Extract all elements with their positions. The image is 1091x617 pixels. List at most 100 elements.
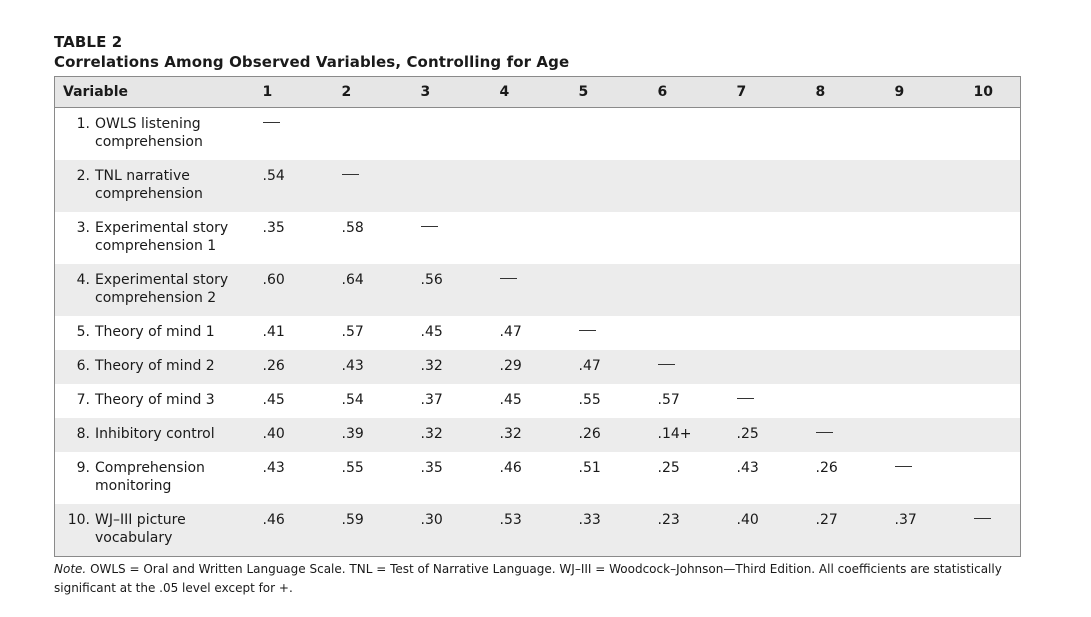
variable-name-line: Inhibitory control: [95, 426, 215, 442]
variable-name: Experimental story comprehension 2: [90, 271, 228, 307]
correlation-value: .46: [262, 512, 285, 528]
value-cell: [338, 108, 417, 161]
variable-name-line: monitoring: [95, 478, 172, 494]
variable-cell: 9. Comprehension monitoring: [55, 452, 259, 504]
variable-name-line: comprehension: [95, 186, 203, 202]
correlation-value: .54: [341, 392, 364, 408]
value-cell: [969, 160, 1021, 212]
value-cell: [733, 316, 812, 350]
correlation-value: .40: [262, 426, 285, 442]
variable-name: Theory of mind 2: [90, 357, 215, 375]
value-cell: [891, 108, 970, 161]
diagonal-dash: [578, 329, 596, 331]
variable-name: WJ–III picture vocabulary: [90, 511, 186, 547]
correlation-value: .56: [420, 272, 443, 288]
table-row: 4. Experimental story comprehension 2 .60 .6…: [54, 264, 1021, 316]
value-cell: [891, 452, 970, 504]
variable-name-line: Theory of mind 1: [95, 324, 215, 340]
variable-cell: 3. Experimental story comprehension 1: [55, 212, 259, 264]
value-cell: .43: [337, 350, 417, 384]
correlation-value: .29: [499, 358, 522, 374]
value-cell: .45: [417, 316, 496, 350]
variable-number: 1.: [76, 116, 90, 132]
table-row: 10. WJ–III picture vocabulary .46 .59 .30 .53.…: [54, 504, 1021, 557]
diagonal-dash: [341, 173, 359, 175]
diagonal-dash: [815, 431, 833, 433]
value-cell: [970, 452, 1021, 504]
variable-cell: 6. Theory of mind 2: [54, 350, 259, 384]
correlation-value: .39: [341, 426, 364, 442]
table-body: 1. OWLS listening comprehension 2. TNL narra…: [54, 108, 1021, 557]
value-cell: [574, 160, 654, 212]
value-cell: .26: [812, 452, 891, 504]
table-row: 8. Inhibitory control .40 .39 .32 .32 .26 .14+.…: [54, 418, 1021, 452]
correlation-value: .57: [657, 392, 680, 408]
correlation-value: .30: [420, 512, 443, 528]
variable-name: TNL narrative comprehension: [90, 167, 203, 203]
variable-cell: 7. Theory of mind 3: [55, 384, 259, 418]
variable-number: 2.: [76, 168, 90, 184]
correlation-value: .59: [341, 512, 364, 528]
note-text: OWLS = Oral and Written Language Scale. …: [54, 562, 1002, 595]
value-cell: .30: [416, 504, 496, 557]
correlation-value: .32: [420, 358, 443, 374]
value-cell: .26: [574, 418, 654, 452]
correlation-value: .60: [262, 272, 285, 288]
correlation-value: .53: [499, 512, 522, 528]
value-cell: .56: [416, 264, 496, 316]
value-cell: .59: [337, 504, 417, 557]
value-cell: .54: [338, 384, 417, 418]
value-cell: [732, 350, 812, 384]
value-cell: [416, 160, 496, 212]
correlation-value: .43: [736, 460, 759, 476]
variable-number: 5.: [76, 324, 90, 340]
correlation-value: .54: [262, 168, 285, 184]
diagonal-dash: [736, 397, 754, 399]
correlation-value: .47: [499, 324, 522, 340]
value-cell: [654, 212, 733, 264]
value-cell: [654, 108, 733, 161]
variable-name-line: comprehension 2: [95, 290, 217, 306]
value-cell: .26: [258, 350, 338, 384]
correlation-value: .35: [420, 460, 443, 476]
correlation-value: .51: [578, 460, 601, 476]
value-cell: [969, 418, 1021, 452]
correlation-value: .35: [262, 220, 285, 236]
table-row: 9. Comprehension monitoring .43 .55 .35 .46 .51…: [55, 452, 1021, 504]
correlation-value: .55: [341, 460, 364, 476]
value-cell: [811, 350, 891, 384]
value-cell: [259, 108, 338, 161]
header-variable: Variable: [54, 76, 259, 108]
value-cell: [891, 212, 970, 264]
header-col-4: 4: [495, 76, 575, 108]
variable-cell: 1. OWLS listening comprehension: [55, 108, 259, 161]
variable-name-line: vocabulary: [95, 530, 173, 546]
diagonal-dash: [973, 517, 991, 519]
variable-name: Theory of mind 3: [90, 391, 215, 409]
header-row: Variable 1 2 3 4 5 6 7 8 9 10: [54, 76, 1021, 108]
variable-name-line: Theory of mind 2: [95, 358, 215, 374]
correlation-value: .57: [341, 324, 364, 340]
header-col-1: 1: [258, 76, 338, 108]
table-header: Variable 1 2 3 4 5 6 7 8 9 10: [54, 76, 1021, 108]
value-cell: .55: [338, 452, 417, 504]
value-cell: .55: [575, 384, 654, 418]
variable-name: Experimental story comprehension 1: [90, 219, 228, 255]
value-cell: .43: [259, 452, 338, 504]
value-cell: [890, 418, 970, 452]
value-cell: .29: [495, 350, 575, 384]
correlation-value: .64: [341, 272, 364, 288]
value-cell: .35: [259, 212, 338, 264]
value-cell: [417, 108, 496, 161]
correlation-value: .32: [499, 426, 522, 442]
variable-cell: 4. Experimental story comprehension 2: [54, 264, 259, 316]
correlation-value: .55: [578, 392, 601, 408]
value-cell: .39: [337, 418, 417, 452]
value-cell: .58: [338, 212, 417, 264]
value-cell: .45: [496, 384, 575, 418]
correlation-value: .33: [578, 512, 601, 528]
header-col-8: 8: [811, 76, 891, 108]
correlation-value: .47: [578, 358, 601, 374]
value-cell: .47: [574, 350, 654, 384]
correlation-value: .27: [815, 512, 838, 528]
